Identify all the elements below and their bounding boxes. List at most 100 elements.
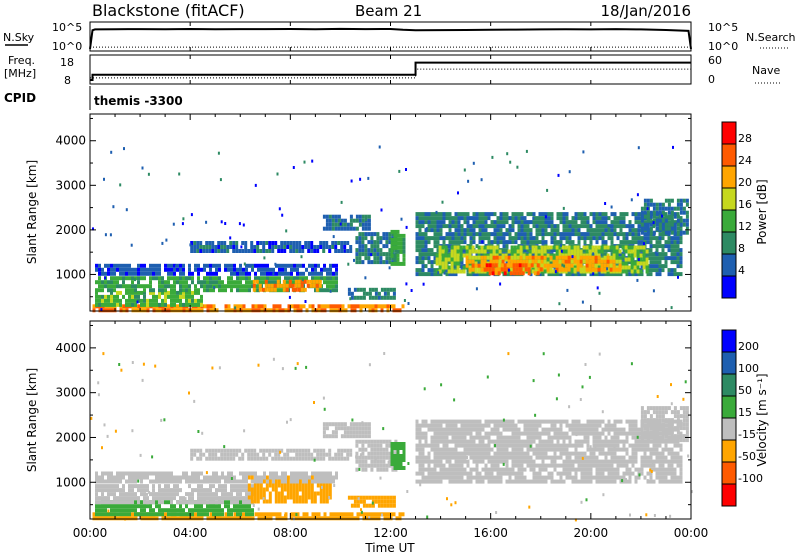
heatmap-cell [295, 499, 299, 504]
heatmap-cell [607, 228, 611, 233]
heatmap-cell [445, 427, 449, 432]
heatmap-cell [119, 475, 122, 480]
heatmap-cell [271, 487, 275, 492]
heatmap-cell [373, 463, 377, 468]
heatmap-cell [328, 222, 332, 227]
heatmap-cell [298, 495, 302, 500]
heatmap-cell [253, 448, 257, 453]
heatmap-cell [104, 263, 107, 268]
heatmap-cell [424, 479, 428, 484]
heatmap-cell [101, 484, 104, 489]
heatmap-cell [631, 224, 635, 229]
heatmap-cell [451, 463, 455, 468]
heatmap-cell [353, 516, 357, 521]
heatmap-cell [266, 308, 270, 313]
heatmap-cell [478, 224, 482, 229]
heatmap-cell [326, 284, 329, 289]
heatmap-cell [311, 271, 314, 276]
heatmap-cell [191, 512, 194, 517]
heatmap-cell [655, 236, 659, 241]
heatmap-cell [164, 308, 168, 313]
heatmap-cell [510, 259, 514, 264]
heatmap-cell [332, 308, 336, 313]
heatmap-cell [290, 263, 293, 268]
heatmap-cell [444, 249, 448, 254]
heatmap-cell [436, 228, 440, 233]
heatmap-cell [567, 245, 571, 250]
heatmap-cell [328, 434, 332, 439]
heatmap-cell [128, 298, 131, 303]
heatmap-cell [113, 276, 116, 281]
heatmap-cell [173, 516, 177, 521]
heatmap-cell [248, 288, 251, 293]
heatmap-cell [367, 218, 371, 223]
heatmap-cell [493, 228, 497, 233]
heatmap-cell [149, 500, 152, 505]
heatmap-cell [269, 267, 272, 272]
heatmap-cell [537, 259, 541, 264]
heatmap-cell [274, 483, 278, 488]
heatmap-cell [212, 304, 216, 309]
heatmap-cell [597, 245, 601, 250]
heatmap-cell [245, 288, 248, 293]
heatmap-cell [430, 459, 434, 464]
heatmap-cell [679, 248, 683, 253]
heatmap-cell [335, 267, 338, 272]
heatmap-cell [164, 484, 167, 489]
heatmap-cell [173, 508, 176, 513]
heatmap-cell [559, 232, 563, 237]
heatmap-cell [362, 304, 366, 309]
heatmap-cell [552, 253, 556, 258]
heatmap-cell [430, 427, 434, 432]
heatmap-cell [652, 268, 656, 273]
heatmap-cell [448, 248, 452, 253]
heatmap-cell [579, 255, 583, 260]
heatmap-cell [610, 252, 614, 257]
heatmap-cell [393, 229, 397, 234]
heatmap-cell [155, 516, 159, 521]
heatmap-cell [445, 232, 449, 237]
heatmap-cell [260, 512, 264, 517]
heatmap-cell [131, 500, 134, 505]
heatmap-cell [439, 439, 443, 444]
heatmap-cell [549, 255, 553, 260]
heatmap-cell [209, 496, 212, 501]
heatmap-cell [376, 467, 380, 472]
heatmap-cell [516, 259, 520, 264]
heatmap-cell [468, 249, 472, 254]
heatmap-cell [304, 241, 308, 245]
heatmap-cell [365, 304, 369, 309]
heatmap-cell [230, 492, 233, 497]
heatmap-cell [396, 446, 400, 450]
heatmap-cell [304, 491, 308, 496]
heatmap-cell [299, 475, 302, 480]
heatmap-cell [199, 456, 203, 461]
heatmap-cell [191, 479, 194, 484]
heatmap-cell [515, 263, 519, 268]
heatmap-cell [182, 294, 185, 299]
heatmap-echo [475, 287, 478, 291]
heatmap-cell [277, 499, 281, 504]
heatmap-cell [256, 495, 260, 500]
heatmap-cell [362, 516, 366, 521]
heatmap-cell [628, 224, 632, 229]
heatmap-cell [215, 280, 218, 285]
heatmap-cell [376, 463, 380, 468]
heatmap-cell [582, 265, 586, 270]
heatmap-cell [475, 447, 479, 452]
heatmap-cell [508, 252, 512, 257]
heatmap-cell [571, 228, 575, 233]
heatmap-cell [382, 463, 386, 468]
heatmap-cell [380, 503, 384, 508]
heatmap-cell [439, 228, 443, 233]
heatmap-cell [205, 448, 209, 453]
heatmap-cell [457, 431, 461, 436]
heatmap-cell [242, 288, 245, 293]
heatmap-cell [661, 236, 665, 241]
heatmap-cell [492, 245, 496, 250]
heatmap-cell [450, 257, 454, 262]
heatmap-cell [494, 263, 498, 268]
heatmap-cell [107, 512, 110, 517]
heatmap-cell [355, 434, 359, 439]
heatmap-cell [438, 249, 442, 254]
